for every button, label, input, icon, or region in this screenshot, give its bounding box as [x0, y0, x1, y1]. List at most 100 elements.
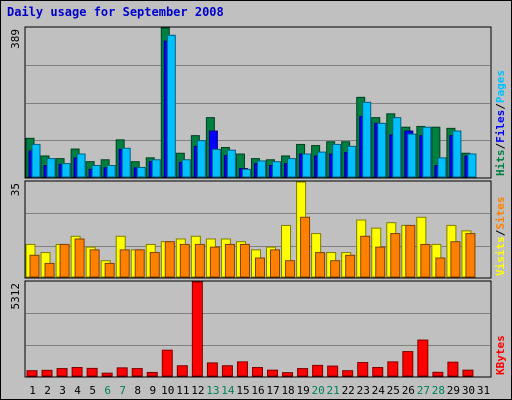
x-tick-label-21: 21: [327, 384, 340, 397]
x-tick-label-15: 15: [236, 384, 249, 397]
bar-pages-day-8: [136, 166, 146, 178]
x-tick-label-8: 8: [134, 384, 141, 397]
x-tick-label-13: 13: [206, 384, 219, 397]
bar-pages-day-2: [46, 158, 56, 178]
bar-pages-day-25: [392, 117, 402, 178]
x-tick-label-24: 24: [372, 384, 386, 397]
panel-hits-files-pages: [24, 26, 492, 179]
bar-kbytes-day-7: [116, 367, 128, 377]
x-tick-label-5: 5: [89, 384, 96, 397]
x-tick-label-14: 14: [221, 384, 235, 397]
bar-sites-day-26: [405, 224, 416, 278]
bar-kbytes-day-8: [131, 368, 143, 377]
x-tick-label-19: 19: [296, 384, 309, 397]
x-tick-label-31: 31: [477, 384, 490, 397]
bar-sites-day-5: [89, 249, 100, 278]
x-tick-label-11: 11: [176, 384, 189, 397]
bar-kbytes-day-20: [312, 364, 324, 377]
bar-kbytes-day-28: [432, 371, 444, 377]
x-tick-label-16: 16: [251, 384, 264, 397]
panel-kbytes: [24, 280, 492, 378]
bar-sites-day-13: [209, 246, 220, 278]
x-tick-label-20: 20: [312, 384, 325, 397]
bar-kbytes-day-11: [176, 365, 188, 377]
bar-pages-day-11: [181, 159, 191, 178]
bar-kbytes-day-3: [56, 368, 68, 377]
y-max-label-hits-files-pages: 389: [9, 29, 22, 49]
bar-sites-day-7: [119, 249, 130, 278]
bar-pages-day-23: [362, 101, 372, 178]
bar-kbytes-day-19: [297, 368, 309, 377]
bar-sites-day-10: [164, 241, 175, 278]
bar-pages-day-19: [302, 153, 312, 178]
bar-pages-day-29: [452, 130, 462, 178]
bar-kbytes-day-12: [191, 281, 203, 377]
bar-pages-day-4: [76, 153, 86, 178]
x-tick-label-9: 9: [149, 384, 156, 397]
bar-sites-day-23: [360, 235, 371, 278]
bar-kbytes-day-29: [447, 361, 459, 377]
bar-pages-day-26: [407, 133, 417, 178]
bar-pages-day-17: [272, 161, 282, 178]
x-tick-label-12: 12: [191, 384, 204, 397]
bar-pages-day-21: [332, 143, 342, 178]
panel-visits-sites: [24, 180, 492, 279]
legend-item: KBytes: [494, 335, 507, 375]
bar-sites-day-15: [239, 243, 250, 278]
bar-sites-day-19: [300, 216, 311, 278]
bar-kbytes-day-22: [342, 370, 354, 377]
x-tick-label-6: 6: [104, 384, 111, 397]
bar-pages-day-30: [467, 153, 477, 178]
bar-kbytes-day-15: [236, 361, 248, 377]
bar-sites-day-6: [104, 262, 115, 278]
bar-sites-day-14: [224, 243, 235, 278]
bar-pages-day-9: [151, 159, 161, 178]
x-tick-label-17: 17: [266, 384, 279, 397]
bar-sites-day-20: [315, 252, 326, 278]
x-tick-label-18: 18: [281, 384, 294, 397]
bar-pages-day-7: [121, 147, 131, 178]
x-tick-label-1: 1: [29, 384, 36, 397]
chart-title: Daily usage for September 2008: [7, 5, 224, 19]
bar-kbytes-day-2: [41, 369, 53, 377]
bar-kbytes-day-9: [146, 371, 158, 377]
x-tick-label-28: 28: [432, 384, 445, 397]
bar-sites-day-11: [179, 243, 190, 278]
bar-sites-day-3: [59, 243, 70, 278]
bar-kbytes-day-16: [251, 367, 263, 377]
bar-sites-day-4: [74, 238, 85, 278]
x-tick-label-29: 29: [447, 384, 460, 397]
x-tick-label-23: 23: [357, 384, 370, 397]
bar-sites-day-28: [435, 257, 446, 278]
bar-sites-day-21: [330, 260, 341, 278]
bar-kbytes-day-25: [387, 361, 399, 377]
bar-sites-day-12: [194, 243, 205, 278]
bar-kbytes-day-26: [402, 351, 414, 377]
bar-pages-day-20: [317, 151, 327, 178]
bar-kbytes-day-27: [417, 339, 429, 377]
bar-pages-day-18: [287, 158, 297, 178]
bar-kbytes-day-1: [26, 370, 38, 377]
bar-kbytes-day-30: [462, 369, 474, 377]
y-max-label-visits-sites: 35: [9, 183, 22, 196]
bar-sites-day-9: [149, 252, 160, 278]
legend-item: /: [494, 103, 507, 110]
x-tick-label-10: 10: [161, 384, 174, 397]
bar-pages-day-3: [61, 163, 71, 178]
bar-pages-day-5: [91, 165, 101, 178]
x-tick-label-7: 7: [119, 384, 126, 397]
x-tick-label-26: 26: [402, 384, 415, 397]
bar-sites-day-17: [270, 249, 281, 278]
legend-item: Hits: [494, 150, 507, 177]
bar-pages-day-24: [377, 122, 387, 178]
bar-kbytes-day-5: [86, 367, 98, 377]
x-tick-label-4: 4: [74, 384, 81, 397]
bar-kbytes-day-10: [161, 349, 173, 377]
bar-sites-day-2: [44, 262, 55, 278]
bar-kbytes-day-18: [282, 372, 294, 377]
bar-kbytes-day-6: [101, 372, 113, 377]
bar-kbytes-day-24: [372, 367, 384, 377]
legend-hits-files-pages: Hits/Files/Pages: [494, 70, 507, 176]
bar-sites-day-25: [390, 233, 401, 278]
